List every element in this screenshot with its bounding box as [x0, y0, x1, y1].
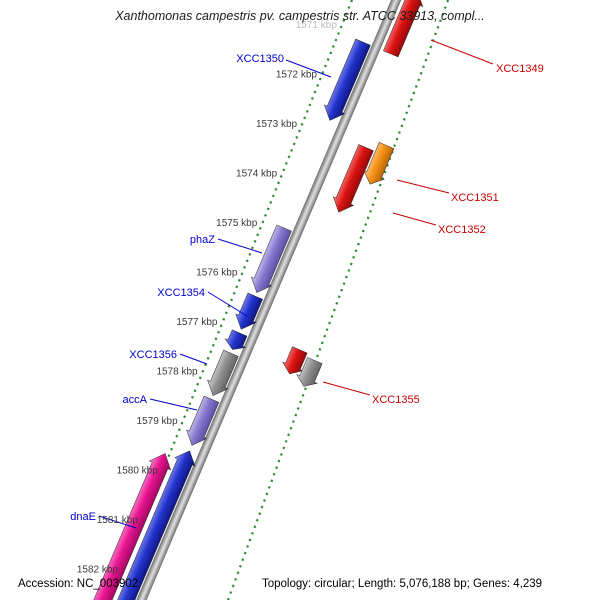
connector-dnae	[98, 515, 137, 529]
ruler-dotted-line-right	[226, 0, 450, 600]
gene-acca[interactable]	[182, 395, 222, 450]
map-title: Xanthomonas campestris pv. campestris st…	[114, 9, 485, 23]
gene-label-xcc1352[interactable]: XCC1352	[438, 224, 486, 236]
gene-label-dnae[interactable]: dnaE	[70, 511, 96, 523]
gene-xcc1354[interactable]	[231, 292, 265, 334]
gene-label-xcc1349[interactable]: XCC1349	[496, 63, 544, 75]
gene-xcc1352[interactable]	[329, 143, 377, 216]
ruler-tick-label: 1582 kbp	[77, 565, 119, 576]
gene-xcc1349[interactable]	[381, 0, 428, 58]
ruler-tick-label: 1571 kbp	[296, 20, 338, 31]
genome-backbone	[121, 0, 405, 600]
gene-xcc1351[interactable]	[360, 141, 397, 188]
ruler-tick-label: 1578 kbp	[156, 367, 198, 378]
status-accession: Accession: NC_003902	[18, 578, 138, 590]
connector-xcc1356	[179, 353, 208, 365]
connector-xcc1354	[207, 291, 248, 317]
connector-xcc1349	[430, 39, 494, 65]
gene-dnae[interactable]	[85, 449, 176, 600]
connector-xcc1350	[285, 59, 332, 78]
connector-acca	[149, 398, 198, 411]
connector-xcc1351	[396, 179, 450, 194]
connector-xcc1355	[322, 381, 371, 396]
gene-label-xcc1356[interactable]: XCC1356	[129, 349, 177, 361]
gene-xcc1350[interactable]	[320, 38, 373, 125]
ruler-tick-label: 1572 kbp	[276, 70, 318, 81]
ruler-tick-label: 1576 kbp	[196, 268, 238, 279]
ruler-tick-label: 1574 kbp	[236, 169, 278, 180]
connector-xcc1352	[392, 212, 437, 226]
gene-xcc1355-gray[interactable]	[294, 356, 325, 390]
ruler-tick-label: 1577 kbp	[176, 317, 218, 328]
ruler-tick-label: 1573 kbp	[256, 119, 298, 130]
ruler-tick-label: 1579 kbp	[137, 416, 179, 427]
gene-label-acca[interactable]: accA	[123, 394, 148, 406]
status-genome-summary: Topology: circular; Length: 5,076,188 bp…	[262, 578, 542, 590]
ruler-tick-label: 1575 kbp	[216, 218, 258, 229]
ruler-tick-label: 1580 kbp	[117, 466, 159, 477]
gene-label-phaz[interactable]: phaZ	[190, 234, 215, 246]
gene-xcc1356[interactable]	[203, 349, 241, 400]
ruler-dotted-line-left	[109, 0, 354, 600]
gene-label-xcc1351[interactable]: XCC1351	[451, 192, 499, 204]
genome-backbone-group	[85, 0, 428, 600]
gene-label-xcc1350[interactable]: XCC1350	[236, 53, 284, 65]
gene-label-xcc1354[interactable]: XCC1354	[157, 287, 205, 299]
ruler-tick-label: 1581 kbp	[97, 515, 139, 526]
connector-phaz	[217, 238, 263, 254]
gene-xcc1355-red[interactable]	[280, 346, 310, 379]
gene-label-xcc1355[interactable]: XCC1355	[372, 394, 420, 406]
gene-phaz[interactable]	[247, 224, 295, 297]
gene-unlabeled-blue[interactable]	[222, 329, 249, 354]
gene-long-blue[interactable]	[105, 447, 199, 600]
